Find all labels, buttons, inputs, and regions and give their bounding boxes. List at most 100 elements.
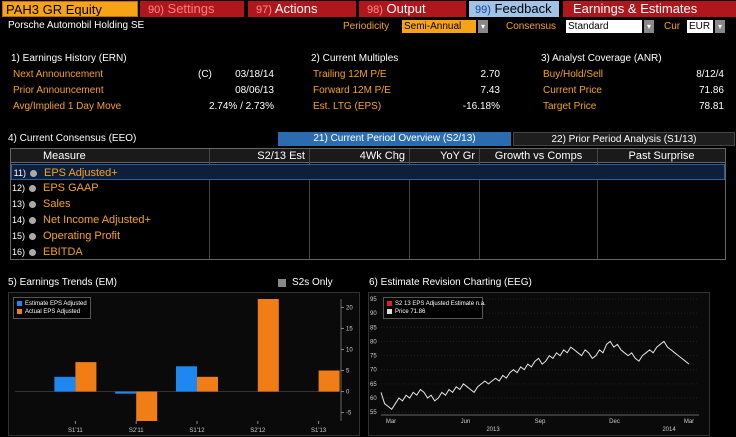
actions-number: 97) (256, 4, 272, 16)
measure-name: Net Income Adjusted+ (43, 214, 151, 226)
table-row[interactable]: 12) EPS GAAP (11, 180, 725, 196)
periodicity-select[interactable]: Semi-Annual (402, 20, 476, 33)
consensus-table: Measure S2/13 Est 4Wk Chg YoY Gr Growth … (10, 148, 726, 260)
settings-label: Settings (167, 1, 215, 16)
actual-bar (318, 370, 340, 392)
top-toolbar: PAH3 GR Equity 90) Settings 97) Actions … (0, 0, 736, 18)
actual-bar (197, 376, 218, 392)
next-announcement-value: 03/18/14 (235, 69, 274, 80)
settings-number: 90) (148, 4, 164, 16)
feedback-button[interactable]: 99) Feedback (469, 1, 559, 17)
y-tick-label: 90 (370, 311, 377, 317)
security-ticker[interactable]: PAH3 GR Equity (2, 1, 138, 17)
col-measure[interactable]: Measure (43, 150, 86, 162)
col-yoy-gr[interactable]: YoY Gr (409, 149, 479, 163)
y-tick-label: 80 (370, 339, 377, 345)
x-tick-label: Jun (461, 419, 471, 425)
x-tick-label: Sep (535, 419, 546, 425)
periodicity-dropdown-icon[interactable]: ▾ (478, 20, 488, 33)
settings-menu[interactable]: 90) Settings (140, 1, 244, 17)
legend-swatch (17, 308, 22, 314)
implied-move-value: 2.74% / 2.73% (208, 101, 274, 112)
current-multiples-title: 2) Current Multiples (311, 53, 399, 64)
estimate-bar (54, 376, 76, 392)
currency-select[interactable]: EUR (687, 20, 713, 33)
x-tick-label: Mar (386, 419, 396, 425)
col-4wk-chg[interactable]: 4Wk Chg (309, 149, 409, 163)
row-index: 15) (11, 231, 25, 241)
forward-pe-label: Forward 12M P/E (313, 85, 391, 96)
divider (409, 149, 410, 259)
output-label: Output (386, 1, 426, 16)
measure-name: EBITDA (43, 246, 83, 258)
estimate-revision-link[interactable]: 6) Estimate Revision Charting (EEG) (369, 277, 532, 288)
y-tick-label: 70 (370, 368, 377, 374)
analyst-coverage-link[interactable]: 3) Analyst Coverage (ANR) (541, 53, 662, 64)
legend-price-value: 71.86 (410, 309, 426, 315)
consensus-select[interactable]: Standard (566, 20, 642, 33)
actual-bar (75, 362, 97, 392)
current-consensus-link[interactable]: 4) Current Consensus (EEO) (8, 133, 137, 144)
earnings-trends-svg: -5 0 5 10 15 20 S1'11 S2'11 S1'12 S2'12 S1'13 (15, 299, 353, 434)
tab-current-period[interactable]: 21) Current Period Overview (S2/13) (278, 132, 511, 146)
s2s-only-label: S2s Only (292, 277, 333, 288)
y-tick-label: 15 (346, 326, 353, 332)
legend-swatch (17, 300, 22, 306)
legend-price: Price (395, 309, 409, 315)
actions-menu[interactable]: 97) Actions (248, 1, 356, 17)
table-header: Measure S2/13 Est 4Wk Chg YoY Gr Growth … (11, 149, 725, 163)
trailing-pe-value: 2.70 (480, 69, 500, 80)
row-bullet-icon (29, 233, 36, 240)
row-bullet-icon (29, 201, 36, 208)
current-price-label: Current Price (543, 85, 602, 96)
output-number: 98) (367, 4, 383, 16)
target-price-label: Target Price (543, 101, 597, 112)
company-name: Porsche Automobil Holding SE (8, 20, 145, 31)
table-row[interactable]: 14) Net Income Adjusted+ (11, 212, 725, 228)
year-label: 2013 (486, 427, 500, 433)
x-tick-label: Dec (609, 419, 620, 425)
earnings-trends-link[interactable]: 5) Earnings Trends (EM) (8, 277, 117, 288)
y-tick-label: 75 (370, 354, 377, 360)
measure-name: EPS Adjusted+ (44, 167, 118, 179)
price-line (380, 340, 690, 411)
table-row[interactable]: 15) Operating Profit (11, 228, 725, 244)
col-estimate[interactable]: S2/13 Est (209, 149, 309, 163)
estimate-revision-svg: 55 60 65 70 75 80 85 90 95 Mar Jun Sep Dec Mar 2013 201… (370, 297, 699, 433)
y-tick-label: 10 (346, 347, 353, 353)
measure-name: Sales (43, 198, 71, 210)
consensus-dropdown-icon[interactable]: ▾ (644, 20, 654, 33)
x-tick-label: S1'12 (189, 428, 205, 434)
s2s-only-checkbox[interactable] (278, 279, 286, 287)
divider (309, 149, 310, 259)
table-row[interactable]: 16) EBITDA (11, 244, 725, 260)
feedback-number: 99) (475, 4, 491, 16)
table-row[interactable]: 13) Sales (11, 196, 725, 212)
periodicity-label: Periodicity (343, 21, 390, 32)
legend-estimate: S2 13 EPS Adjusted Estimate (395, 301, 475, 307)
tab-prior-period[interactable]: 22) Prior Period Analysis (S1/13) (513, 132, 735, 146)
col-past-surprise[interactable]: Past Surprise (597, 149, 725, 163)
table-row[interactable]: 11) EPS Adjusted+ (11, 164, 725, 180)
ltg-eps-value: -16.18% (462, 101, 500, 112)
estimate-revision-chart: 55 60 65 70 75 80 85 90 95 Mar Jun Sep Dec Mar 2013 201… (368, 292, 710, 436)
col-growth-vs-comps[interactable]: Growth vs Comps (479, 149, 597, 163)
divider (209, 149, 210, 259)
row-index: 16) (11, 247, 25, 257)
y-tick-label: 95 (370, 297, 377, 303)
ltg-eps-label: Est. LTG (EPS) (313, 101, 382, 112)
buy-hold-sell-label: Buy/Hold/Sell (543, 69, 604, 80)
trailing-pe-label: Trailing 12M P/E (313, 69, 387, 80)
row-index: 11) (13, 168, 26, 178)
implied-move-label: Avg/Implied 1 Day Move (13, 101, 122, 112)
y-tick-label: 5 (346, 369, 350, 375)
measure-name: EPS GAAP (43, 182, 99, 194)
current-price-value: 71.86 (698, 85, 724, 96)
earnings-history-link[interactable]: 1) Earnings History (ERN) (11, 53, 127, 64)
row-index: 13) (11, 199, 25, 209)
row-bullet-icon (29, 249, 36, 256)
x-tick-label: S2'11 (129, 428, 144, 434)
output-menu[interactable]: 98) Output (359, 1, 466, 17)
target-price-value: 78.81 (698, 101, 724, 112)
currency-dropdown-icon[interactable]: ▾ (715, 20, 725, 33)
